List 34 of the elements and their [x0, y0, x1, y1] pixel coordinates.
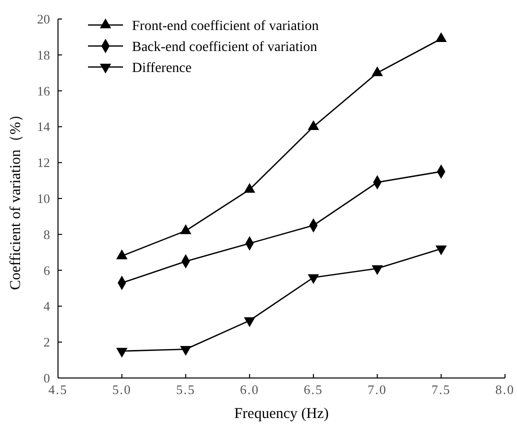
legend-label: Front-end coefficient of variation — [132, 19, 319, 34]
y-tick-label: 18 — [37, 47, 50, 62]
legend-label: Difference — [132, 61, 192, 76]
point — [244, 183, 256, 193]
x-tick-label: 5.5 — [176, 382, 196, 397]
x-tick-label: 4.5 — [48, 382, 68, 397]
y-tick-label: 2 — [44, 334, 50, 350]
point — [308, 274, 320, 284]
y-tick-label: 14 — [37, 119, 50, 134]
y-tick-label: 0 — [44, 370, 50, 386]
point — [436, 246, 447, 256]
y-tick-label: 16 — [37, 83, 50, 98]
y-tick-label: 12 — [37, 155, 50, 170]
y-axis-title: Coefficient of variation（%） — [8, 106, 24, 290]
y-tick-label: 20 — [37, 12, 50, 26]
y-tick-label: 4 — [44, 298, 50, 314]
x-axis-title: Frequency (Hz) — [234, 406, 329, 422]
legend-label: Back-end coefficient of variation — [132, 40, 318, 55]
x-tick-label: 6.0 — [240, 382, 260, 397]
point — [116, 348, 128, 358]
point — [436, 32, 447, 42]
x-tick-label: 7.0 — [368, 382, 387, 397]
x-tick-label: 5.0 — [112, 382, 132, 397]
y-tick-label: 10 — [37, 191, 50, 206]
point — [244, 317, 256, 328]
y-tick-label: 6 — [44, 262, 50, 278]
point — [180, 346, 192, 356]
point — [372, 265, 383, 276]
x-tick-label: 6.5 — [304, 382, 324, 397]
point — [308, 120, 320, 130]
x-tick-label: 8.0 — [495, 382, 515, 397]
y-tick-label: 8 — [44, 226, 50, 242]
point — [372, 66, 383, 76]
x-tick-label: 7.5 — [432, 382, 451, 397]
